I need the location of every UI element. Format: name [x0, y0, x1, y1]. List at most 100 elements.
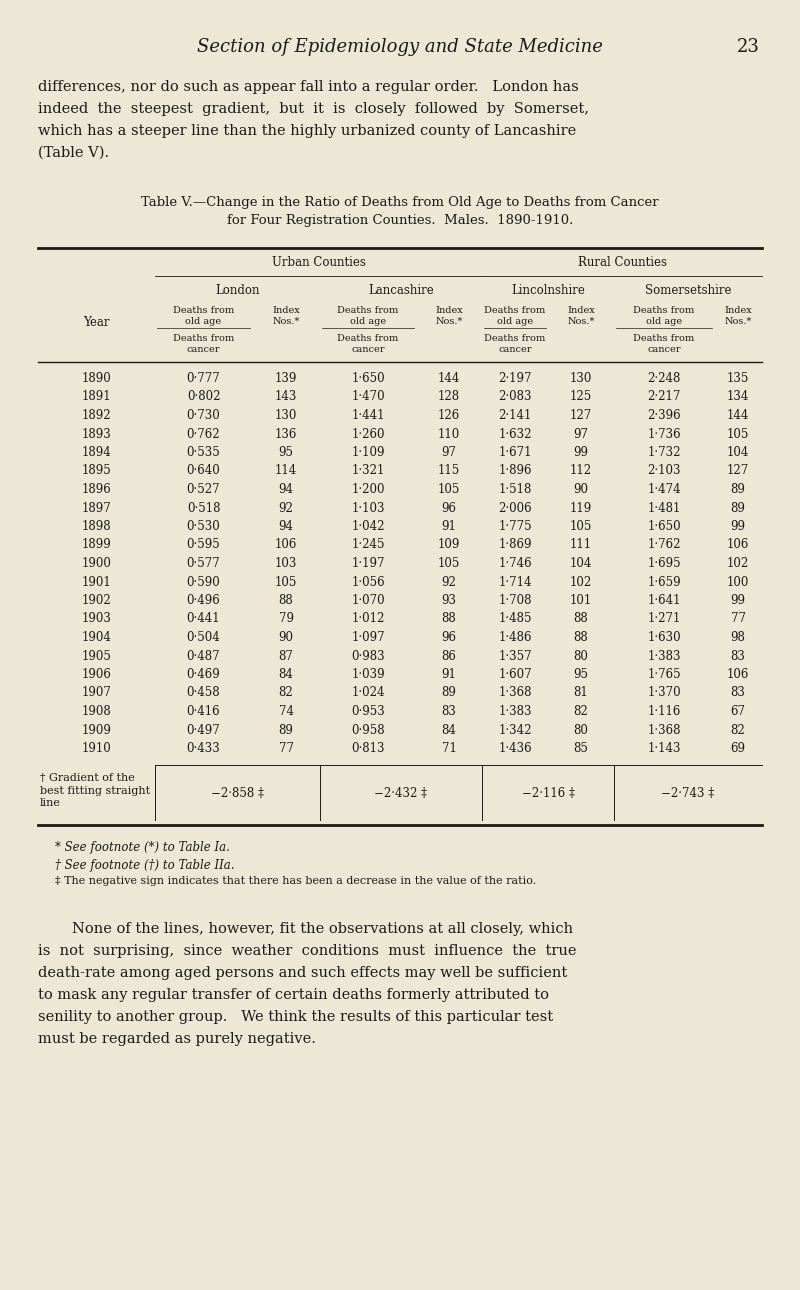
Text: 1902: 1902	[82, 593, 111, 608]
Text: 89: 89	[730, 502, 746, 515]
Text: 1·097: 1·097	[351, 631, 385, 644]
Text: 1·383: 1·383	[498, 706, 532, 719]
Text: 74: 74	[278, 706, 294, 719]
Text: 1893: 1893	[82, 427, 111, 440]
Text: 1·245: 1·245	[351, 538, 385, 552]
Text: 92: 92	[442, 575, 457, 588]
Text: 1895: 1895	[82, 464, 111, 477]
Text: 83: 83	[730, 686, 746, 699]
Text: 130: 130	[570, 372, 592, 384]
Text: 1906: 1906	[82, 668, 111, 681]
Text: 1907: 1907	[82, 686, 111, 699]
Text: 71: 71	[442, 742, 457, 755]
Text: 83: 83	[442, 706, 457, 719]
Text: 106: 106	[727, 538, 749, 552]
Text: 1·474: 1·474	[647, 482, 681, 495]
Text: 105: 105	[570, 520, 592, 533]
Text: 90: 90	[278, 631, 294, 644]
Text: 1·321: 1·321	[351, 464, 385, 477]
Text: 81: 81	[574, 686, 588, 699]
Text: 101: 101	[570, 593, 592, 608]
Text: 115: 115	[438, 464, 460, 477]
Text: 88: 88	[278, 593, 294, 608]
Text: 0·802: 0·802	[186, 391, 220, 404]
Text: 0·497: 0·497	[186, 724, 220, 737]
Text: differences, nor do such as appear fall into a regular order.   London has: differences, nor do such as appear fall …	[38, 80, 578, 94]
Text: 104: 104	[727, 446, 749, 459]
Text: 112: 112	[570, 464, 592, 477]
Text: 1·632: 1·632	[498, 427, 532, 440]
Text: 1·485: 1·485	[498, 613, 532, 626]
Text: 0·504: 0·504	[186, 631, 220, 644]
Text: Deaths from
cancer: Deaths from cancer	[173, 334, 234, 353]
Text: 105: 105	[275, 575, 297, 588]
Text: 1·357: 1·357	[498, 649, 532, 663]
Text: must be regarded as purely negative.: must be regarded as purely negative.	[38, 1032, 316, 1046]
Text: 106: 106	[727, 668, 749, 681]
Text: 0·730: 0·730	[186, 409, 220, 422]
Text: Table V.—Change in the Ratio of Deaths from Old Age to Deaths from Cancer: Table V.—Change in the Ratio of Deaths f…	[141, 196, 659, 209]
Text: Deaths from
old age: Deaths from old age	[484, 306, 546, 326]
Text: 80: 80	[574, 649, 589, 663]
Text: 1·383: 1·383	[647, 649, 681, 663]
Text: 0·958: 0·958	[351, 724, 385, 737]
Text: Index
Nos.*: Index Nos.*	[724, 306, 752, 326]
Text: 102: 102	[727, 557, 749, 570]
Text: 1·109: 1·109	[351, 446, 385, 459]
Text: 1·441: 1·441	[351, 409, 385, 422]
Text: 1899: 1899	[82, 538, 111, 552]
Text: 1904: 1904	[82, 631, 111, 644]
Text: 2·141: 2·141	[498, 409, 532, 422]
Text: 2·396: 2·396	[647, 409, 681, 422]
Text: 105: 105	[727, 427, 749, 440]
Text: 1·481: 1·481	[647, 502, 681, 515]
Text: 1·896: 1·896	[498, 464, 532, 477]
Text: 82: 82	[730, 724, 746, 737]
Text: 1·103: 1·103	[351, 502, 385, 515]
Text: 0·535: 0·535	[186, 446, 220, 459]
Text: 0·595: 0·595	[186, 538, 220, 552]
Text: 1·143: 1·143	[647, 742, 681, 755]
Text: 0·527: 0·527	[186, 482, 220, 495]
Text: Rural Counties: Rural Counties	[578, 255, 666, 270]
Text: 23: 23	[737, 37, 760, 55]
Text: 1·197: 1·197	[351, 557, 385, 570]
Text: 125: 125	[570, 391, 592, 404]
Text: 88: 88	[574, 613, 588, 626]
Text: 83: 83	[730, 649, 746, 663]
Text: 89: 89	[442, 686, 457, 699]
Text: 1·024: 1·024	[351, 686, 385, 699]
Text: 1903: 1903	[82, 613, 111, 626]
Text: 0·530: 0·530	[186, 520, 220, 533]
Text: 0·458: 0·458	[186, 686, 220, 699]
Text: 1890: 1890	[82, 372, 111, 384]
Text: Somersetshire: Somersetshire	[645, 284, 731, 297]
Text: † See footnote (†) to Table IIa.: † See footnote (†) to Table IIa.	[55, 859, 234, 872]
Text: 1898: 1898	[82, 520, 111, 533]
Text: 135: 135	[727, 372, 749, 384]
Text: 94: 94	[278, 520, 294, 533]
Text: 1·260: 1·260	[351, 427, 385, 440]
Text: −2·432 ‡: −2·432 ‡	[374, 787, 427, 800]
Text: for Four Registration Counties.  Males.  1890-1910.: for Four Registration Counties. Males. 1…	[227, 214, 573, 227]
Text: best fitting straight: best fitting straight	[40, 786, 150, 796]
Text: Index
Nos.*: Index Nos.*	[272, 306, 300, 326]
Text: 0·577: 0·577	[186, 557, 220, 570]
Text: 84: 84	[278, 668, 294, 681]
Text: 1·736: 1·736	[647, 427, 681, 440]
Text: 1·470: 1·470	[351, 391, 385, 404]
Text: 86: 86	[442, 649, 457, 663]
Text: 1·869: 1·869	[498, 538, 532, 552]
Text: 99: 99	[574, 446, 589, 459]
Text: 90: 90	[574, 482, 589, 495]
Text: 1·200: 1·200	[351, 482, 385, 495]
Text: 1900: 1900	[82, 557, 111, 570]
Text: 1·056: 1·056	[351, 575, 385, 588]
Text: 0·496: 0·496	[186, 593, 220, 608]
Text: 0·487: 0·487	[186, 649, 220, 663]
Text: 105: 105	[438, 557, 460, 570]
Text: 2·197: 2·197	[498, 372, 532, 384]
Text: Deaths from
cancer: Deaths from cancer	[484, 334, 546, 353]
Text: † Gradient of the: † Gradient of the	[40, 773, 134, 783]
Text: 1·271: 1·271	[647, 613, 681, 626]
